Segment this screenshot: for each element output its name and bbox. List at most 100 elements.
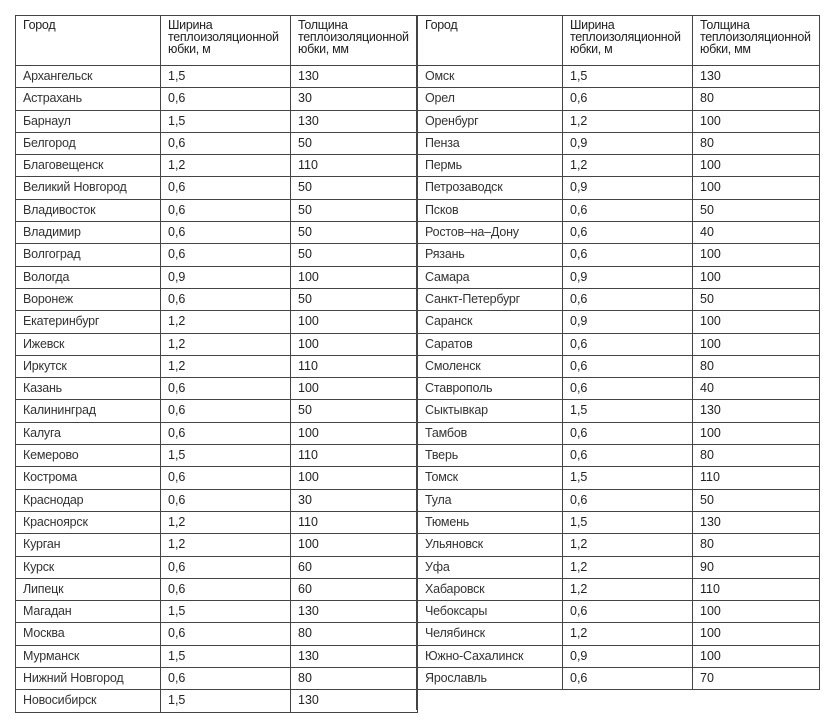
thickness-cell: 70 — [692, 667, 820, 691]
table-row: Екатеринбург 1,2 100 — [15, 310, 418, 334]
thickness-cell: 40 — [692, 377, 820, 401]
thickness-cell: 30 — [290, 488, 418, 512]
thickness-cell: 100 — [692, 421, 820, 446]
width-cell: 0,6 — [160, 466, 291, 490]
thickness-cell: 100 — [692, 243, 820, 267]
thickness-cell: 130 — [290, 644, 418, 669]
width-cell: 0,6 — [160, 243, 291, 267]
table-row: Ставрополь 0,6 40 — [417, 377, 820, 401]
table-row: Томск 1,5 110 — [417, 466, 820, 490]
width-cell: 0,6 — [160, 287, 291, 312]
city-cell: Чебоксары — [417, 600, 563, 624]
city-cell: Казань — [15, 377, 161, 401]
thickness-cell: 100 — [692, 310, 820, 334]
header-thickness: Толщина теплоизоляционной юбки, мм — [290, 15, 418, 66]
city-cell: Краснодар — [15, 488, 161, 512]
thickness-cell: 100 — [692, 332, 820, 356]
thickness-cell: 100 — [692, 265, 820, 289]
insulation-table-left: Город Ширина теплоизоляционной юбки, м Т… — [15, 15, 418, 713]
city-cell: Курск — [15, 555, 161, 579]
city-cell: Москва — [15, 622, 161, 646]
city-cell: Тверь — [417, 444, 563, 468]
width-cell: 1,2 — [160, 510, 291, 535]
city-cell: Красноярск — [15, 510, 161, 535]
city-cell: Рязань — [417, 243, 563, 267]
table-row: Вологда 0,9 100 — [15, 265, 418, 289]
width-cell: 0,6 — [562, 488, 693, 512]
width-cell: 0,6 — [160, 577, 291, 602]
table-row: Великий Новгород 0,6 50 — [15, 176, 418, 200]
table-row: Новосибирск 1,5 130 — [15, 689, 418, 713]
table-row: Кострома 0,6 100 — [15, 466, 418, 490]
thickness-cell: 100 — [290, 332, 418, 356]
thickness-cell: 100 — [290, 265, 418, 289]
thickness-cell: 80 — [290, 622, 418, 646]
table-row: Чебоксары 0,6 100 — [417, 600, 820, 624]
table-row: Сыктывкар 1,5 130 — [417, 399, 820, 423]
width-cell: 1,2 — [562, 555, 693, 579]
city-cell: Томск — [417, 466, 563, 490]
table-row: Самара 0,9 100 — [417, 265, 820, 289]
width-cell: 0,6 — [160, 421, 291, 446]
thickness-cell: 80 — [692, 87, 820, 111]
thickness-cell: 100 — [290, 310, 418, 334]
thickness-cell: 110 — [290, 354, 418, 379]
width-cell: 1,5 — [160, 64, 291, 89]
width-cell: 1,5 — [160, 444, 291, 468]
thickness-cell: 50 — [290, 399, 418, 423]
thickness-cell: 100 — [290, 377, 418, 401]
thickness-cell: 50 — [290, 131, 418, 156]
thickness-cell: 110 — [692, 577, 820, 602]
width-cell: 0,6 — [562, 332, 693, 356]
thickness-cell: 100 — [692, 109, 820, 133]
table-row: Мурманск 1,5 130 — [15, 644, 418, 669]
table-row: Саратов 0,6 100 — [417, 332, 820, 356]
width-cell: 0,9 — [160, 265, 291, 289]
table-row: Тула 0,6 50 — [417, 488, 820, 512]
table-divider — [416, 15, 417, 710]
width-cell: 1,5 — [160, 600, 291, 624]
width-cell: 1,2 — [562, 109, 693, 133]
width-cell: 0,6 — [562, 87, 693, 111]
thickness-cell: 130 — [290, 689, 418, 713]
city-cell: Ростов–на–Дону — [417, 221, 563, 245]
table-row: Ростов–на–Дону 0,6 40 — [417, 221, 820, 245]
city-cell: Хабаровск — [417, 577, 563, 602]
city-cell: Саранск — [417, 310, 563, 334]
thickness-cell: 100 — [290, 421, 418, 446]
thickness-cell: 110 — [290, 510, 418, 535]
header-width: Ширина теплоизоляционной юбки, м — [562, 15, 693, 66]
city-cell: Кемерово — [15, 444, 161, 468]
thickness-cell: 50 — [290, 198, 418, 223]
city-cell: Великий Новгород — [15, 176, 161, 200]
width-cell: 1,5 — [562, 399, 693, 423]
width-cell: 0,6 — [562, 198, 693, 223]
table-row: Хабаровск 1,2 110 — [417, 577, 820, 602]
insulation-table-right: Город Ширина теплоизоляционной юбки, м Т… — [417, 15, 820, 691]
thickness-cell: 50 — [692, 488, 820, 512]
table-row: Москва 0,6 80 — [15, 622, 418, 646]
header-city: Город — [417, 15, 563, 66]
table-row: Благовещенск 1,2 110 — [15, 154, 418, 178]
thickness-cell: 50 — [692, 287, 820, 312]
city-cell: Санкт-Петербург — [417, 287, 563, 312]
thickness-cell: 100 — [692, 644, 820, 669]
city-cell: Ставрополь — [417, 377, 563, 401]
city-cell: Сыктывкар — [417, 399, 563, 423]
city-cell: Екатеринбург — [15, 310, 161, 334]
width-cell: 0,6 — [562, 354, 693, 379]
city-cell: Владимир — [15, 221, 161, 245]
width-cell: 0,9 — [562, 310, 693, 334]
table-row: Курск 0,6 60 — [15, 555, 418, 579]
table-row: Оренбург 1,2 100 — [417, 109, 820, 133]
width-cell: 0,6 — [562, 243, 693, 267]
table-row: Владимир 0,6 50 — [15, 221, 418, 245]
city-cell: Волгоград — [15, 243, 161, 267]
table-row: Южно-Сахалинск 0,9 100 — [417, 644, 820, 669]
table-row: Рязань 0,6 100 — [417, 243, 820, 267]
table-row: Тюмень 1,5 130 — [417, 510, 820, 535]
width-cell: 1,2 — [160, 154, 291, 178]
table-row: Уфа 1,2 90 — [417, 555, 820, 579]
thickness-cell: 50 — [290, 176, 418, 200]
city-cell: Тамбов — [417, 421, 563, 446]
